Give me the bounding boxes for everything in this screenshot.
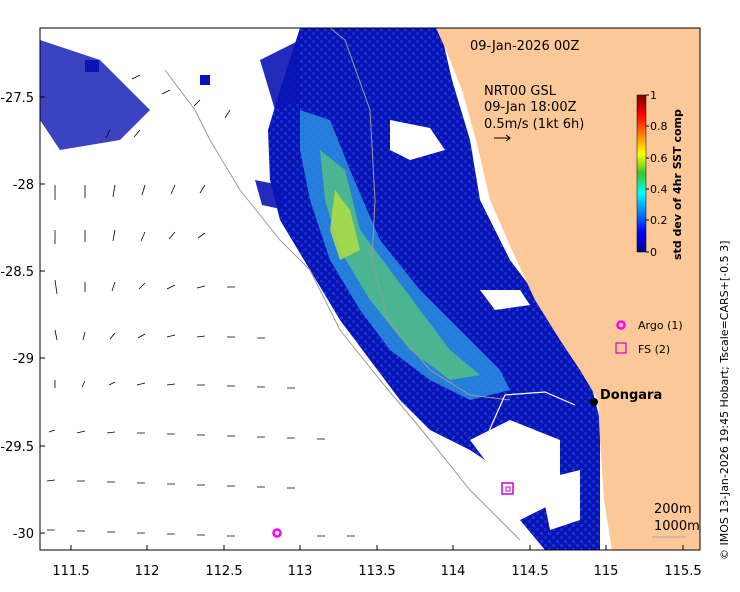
- land-mass: [436, 28, 700, 550]
- y-tick-label: -29.5: [0, 440, 34, 455]
- vector-scale-label: 0.5m/s (1kt 6h): [484, 117, 584, 132]
- dongara-marker: [590, 398, 598, 406]
- isobath-1000m: [164, 69, 521, 541]
- y-tick-label: -30: [13, 527, 34, 542]
- x-tick-label: 111.5: [52, 564, 89, 579]
- map-plot: [40, 28, 700, 550]
- x-tick-label: 112: [135, 564, 160, 579]
- y-tick-label: -28.5: [0, 265, 34, 280]
- x-tick-label: 113: [288, 564, 313, 579]
- x-axis: [70, 545, 684, 550]
- colorbar-tick: 0.4: [650, 183, 668, 196]
- legend-argo-label: Argo (1): [638, 319, 683, 332]
- y-axis: [40, 96, 45, 534]
- plot-frame: [39, 27, 701, 551]
- isobath-legend-200m: 200m: [654, 502, 691, 517]
- colorbar-tick: 0: [650, 246, 657, 259]
- legend-fs-label: FS (2): [638, 343, 670, 356]
- colorbar: [636, 94, 647, 253]
- argo-float-marker: [272, 528, 282, 538]
- colorbar-title: std dev of 4hr SST comp: [671, 109, 684, 260]
- x-tick-label: 113.5: [358, 564, 395, 579]
- scale-arrow: [494, 134, 511, 142]
- colorbar-tick: 0.2: [650, 214, 668, 227]
- colorbar-tick: 0.8: [650, 120, 668, 133]
- x-tick-label: 115.5: [664, 564, 701, 579]
- colorbar-tick: 0.6: [650, 152, 668, 165]
- vector-time-label: 09-Jan 18:00Z: [484, 100, 577, 115]
- y-tick-label: -28: [13, 178, 34, 193]
- credit-text: © IMOS 13-Jan-2026 19:45 Hobart; Tscale=…: [718, 240, 731, 560]
- x-tick-label: 115: [594, 564, 619, 579]
- product-label: NRT00 GSL: [484, 84, 557, 99]
- x-tick-label: 114.5: [511, 564, 548, 579]
- datetime-label: 09-Jan-2026 00Z: [470, 39, 579, 54]
- legend-fs-icon: [615, 342, 627, 354]
- legend-argo-icon: [616, 320, 626, 330]
- place-label-dongara: Dongara: [600, 388, 662, 403]
- colorbar-tick: 1: [650, 89, 657, 102]
- y-tick-label: -27.5: [0, 91, 34, 106]
- isobath-legend-1000m: 1000m: [654, 519, 700, 534]
- current-vectors: [46, 74, 355, 537]
- x-tick-label: 114: [441, 564, 466, 579]
- isobath-200m: [329, 28, 511, 401]
- y-tick-label: -29: [13, 352, 34, 367]
- x-tick-label: 112.5: [205, 564, 242, 579]
- sst-std-high-band: [300, 110, 510, 400]
- fs-marker: [501, 482, 514, 495]
